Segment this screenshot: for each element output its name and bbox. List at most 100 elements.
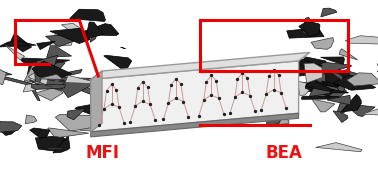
Polygon shape xyxy=(75,105,105,118)
Polygon shape xyxy=(321,57,344,65)
Polygon shape xyxy=(254,100,295,104)
Polygon shape xyxy=(91,71,102,132)
Polygon shape xyxy=(333,75,376,90)
Polygon shape xyxy=(70,9,105,21)
Polygon shape xyxy=(2,77,33,84)
Polygon shape xyxy=(85,22,103,39)
Polygon shape xyxy=(311,86,347,99)
Polygon shape xyxy=(121,47,125,49)
Polygon shape xyxy=(107,121,134,126)
Polygon shape xyxy=(309,84,340,96)
Polygon shape xyxy=(311,75,338,88)
Polygon shape xyxy=(335,69,349,90)
Polygon shape xyxy=(50,35,73,46)
Polygon shape xyxy=(24,63,44,81)
Polygon shape xyxy=(312,99,335,112)
Polygon shape xyxy=(307,80,334,91)
Polygon shape xyxy=(290,57,330,75)
Text: BEA: BEA xyxy=(265,144,302,162)
Polygon shape xyxy=(23,81,40,92)
Polygon shape xyxy=(37,41,55,50)
Polygon shape xyxy=(322,81,339,86)
Polygon shape xyxy=(53,136,70,153)
Polygon shape xyxy=(104,55,132,72)
Polygon shape xyxy=(266,109,283,125)
Polygon shape xyxy=(36,74,56,81)
Polygon shape xyxy=(311,38,334,49)
Polygon shape xyxy=(38,76,65,88)
Polygon shape xyxy=(48,148,62,149)
Polygon shape xyxy=(316,71,341,84)
Polygon shape xyxy=(76,122,106,131)
Polygon shape xyxy=(76,24,119,36)
Polygon shape xyxy=(339,49,358,60)
Polygon shape xyxy=(48,128,89,137)
Polygon shape xyxy=(302,17,320,36)
Polygon shape xyxy=(325,70,349,86)
Polygon shape xyxy=(316,71,361,83)
Polygon shape xyxy=(31,85,65,89)
Polygon shape xyxy=(91,52,310,79)
Polygon shape xyxy=(291,66,294,68)
Polygon shape xyxy=(0,69,12,77)
Polygon shape xyxy=(29,80,61,86)
Polygon shape xyxy=(55,114,92,131)
Polygon shape xyxy=(34,74,69,81)
Polygon shape xyxy=(276,98,286,111)
Polygon shape xyxy=(91,113,299,137)
Polygon shape xyxy=(327,95,350,105)
Polygon shape xyxy=(304,63,322,83)
Polygon shape xyxy=(50,28,90,43)
Polygon shape xyxy=(65,75,93,83)
Polygon shape xyxy=(331,72,343,80)
Polygon shape xyxy=(247,64,281,74)
Polygon shape xyxy=(21,58,70,65)
Polygon shape xyxy=(36,136,68,151)
Polygon shape xyxy=(57,78,92,81)
Polygon shape xyxy=(76,86,104,94)
Polygon shape xyxy=(0,122,22,132)
Polygon shape xyxy=(30,84,40,100)
Polygon shape xyxy=(336,99,349,115)
Polygon shape xyxy=(35,73,73,90)
Polygon shape xyxy=(299,21,320,37)
Polygon shape xyxy=(6,45,25,60)
Polygon shape xyxy=(316,143,362,152)
Polygon shape xyxy=(305,80,345,96)
Polygon shape xyxy=(0,41,36,47)
Polygon shape xyxy=(28,63,62,77)
Polygon shape xyxy=(257,107,286,121)
Polygon shape xyxy=(35,55,58,74)
Polygon shape xyxy=(312,62,352,76)
Polygon shape xyxy=(59,79,98,87)
Text: MFI: MFI xyxy=(85,144,119,162)
Polygon shape xyxy=(287,28,324,38)
Polygon shape xyxy=(46,69,82,79)
Polygon shape xyxy=(91,61,299,132)
Polygon shape xyxy=(90,29,97,42)
Polygon shape xyxy=(45,34,76,47)
Polygon shape xyxy=(25,115,37,124)
Polygon shape xyxy=(62,23,81,34)
Polygon shape xyxy=(352,104,375,117)
Polygon shape xyxy=(0,68,6,85)
Polygon shape xyxy=(364,108,378,115)
Polygon shape xyxy=(0,122,18,135)
Polygon shape xyxy=(39,74,63,79)
Polygon shape xyxy=(35,70,45,85)
Polygon shape xyxy=(32,82,52,87)
Polygon shape xyxy=(377,60,378,69)
Polygon shape xyxy=(321,8,337,17)
Polygon shape xyxy=(46,62,65,77)
Polygon shape xyxy=(10,33,32,52)
Polygon shape xyxy=(345,36,378,44)
Polygon shape xyxy=(30,128,50,138)
Polygon shape xyxy=(285,61,309,77)
Polygon shape xyxy=(28,67,52,85)
Polygon shape xyxy=(347,73,378,86)
Polygon shape xyxy=(377,67,378,79)
Polygon shape xyxy=(46,44,71,57)
Polygon shape xyxy=(302,96,340,99)
Polygon shape xyxy=(341,94,361,112)
Polygon shape xyxy=(297,81,340,94)
